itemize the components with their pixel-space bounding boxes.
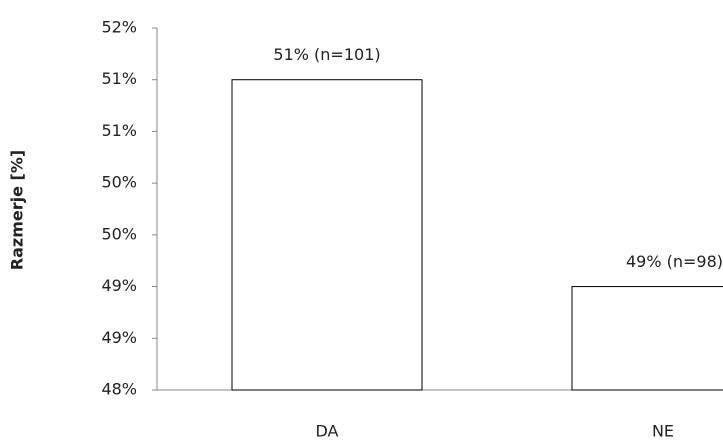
y-tick-label: 48%	[101, 380, 137, 399]
x-tick-label: DA	[316, 422, 339, 441]
y-tick-label: 49%	[101, 328, 137, 347]
y-tick-label: 52%	[101, 18, 137, 37]
x-tick-label: NE	[652, 422, 674, 441]
bar	[571, 286, 723, 391]
y-axis-title: Razmerje [%]	[8, 150, 27, 270]
y-tick-label: 49%	[101, 276, 137, 295]
data-label: 49% (n=98)	[626, 252, 723, 271]
bar	[231, 79, 423, 391]
y-tick-label: 50%	[101, 173, 137, 192]
y-tick-label: 51%	[101, 121, 137, 140]
y-tick-label: 50%	[101, 224, 137, 243]
y-tick-label: 51%	[101, 69, 137, 88]
data-label: 51% (n=101)	[273, 45, 380, 64]
